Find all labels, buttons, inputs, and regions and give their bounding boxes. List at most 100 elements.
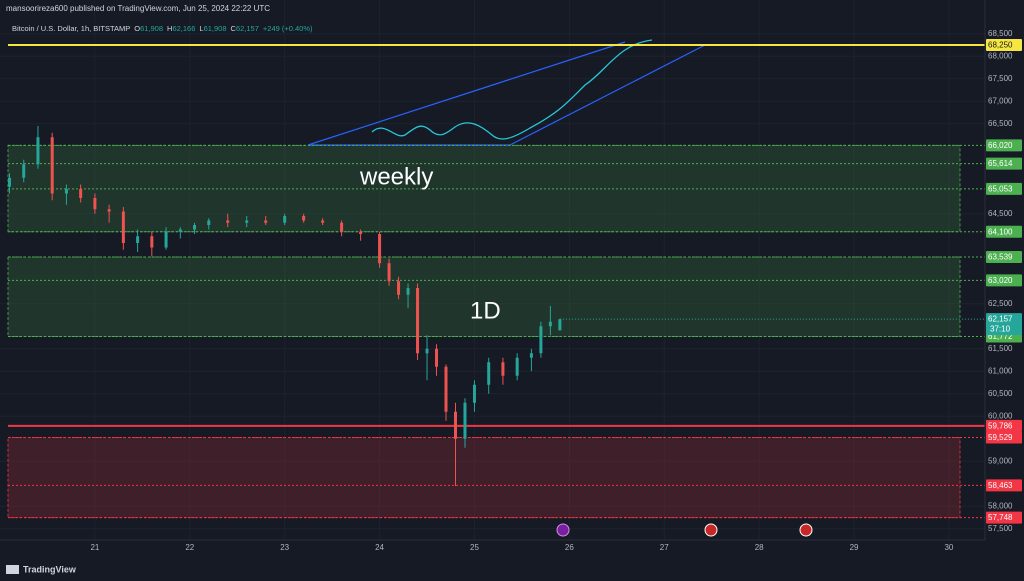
- candle-body: [107, 209, 111, 212]
- candle-body: [36, 137, 40, 165]
- level-label: 65,053: [988, 184, 1013, 193]
- candle-body: [178, 229, 182, 232]
- x-tick-label: 30: [944, 543, 953, 552]
- last-price-badge: [986, 313, 1022, 336]
- x-tick-label: 25: [470, 543, 479, 552]
- channel-line: [307, 41, 626, 146]
- y-tick-label: 64,500: [988, 209, 1013, 218]
- y-axis: 57,500 58,000 59,000 60,000 60,500 61,000 61,5…: [986, 29, 1022, 533]
- footer: [0, 560, 1024, 581]
- candle-body: [64, 189, 68, 194]
- level-label: 58,463: [988, 481, 1013, 490]
- x-tick-label: 22: [185, 543, 194, 552]
- x-tick-label: 24: [375, 543, 384, 552]
- level-badge: [986, 511, 1022, 524]
- candle-body: [378, 234, 382, 264]
- candle-body: [150, 236, 154, 248]
- countdown: 37:10: [990, 324, 1011, 333]
- level-badge: [986, 250, 1022, 263]
- ohlc-value: 61,908: [140, 24, 163, 33]
- candles: [7, 126, 562, 486]
- candle-body: [515, 357, 519, 376]
- candle-body: [501, 362, 505, 376]
- candle-body: [164, 231, 168, 248]
- event-icon[interactable]: [556, 523, 570, 537]
- candle-body: [93, 198, 97, 210]
- level-label: 59,529: [988, 433, 1013, 442]
- ohlc-key: C: [231, 24, 237, 33]
- candle-body: [416, 288, 420, 354]
- y-tick-label: 60,000: [988, 411, 1013, 420]
- level-label: 61,772: [988, 332, 1013, 341]
- x-tick-label: 28: [755, 543, 764, 552]
- candle-body: [359, 231, 363, 234]
- ohlc-value: 62,157: [236, 24, 259, 33]
- candle-body: [79, 189, 83, 198]
- ohlc-key: O: [134, 24, 140, 33]
- x-tick-label: 29: [850, 543, 859, 552]
- x-tick-label: 21: [90, 543, 99, 552]
- zone-label: weekly: [359, 163, 433, 190]
- candle-body: [487, 362, 491, 385]
- level-badge: [986, 431, 1022, 444]
- y-tick-label: 58,000: [988, 501, 1013, 510]
- y-tick-label: 61,000: [988, 366, 1013, 375]
- y-tick-label: 61,500: [988, 344, 1013, 353]
- candle-body: [264, 220, 268, 223]
- level-badge: [986, 419, 1022, 432]
- candle-body: [302, 216, 306, 221]
- candle-body: [539, 326, 543, 354]
- brand: TradingView: [23, 564, 77, 574]
- grid: [0, 0, 985, 540]
- legend: Bitcoin / U.S. Dollar, 1h, BITSTAMP O 61,…: [12, 24, 313, 33]
- candle-body: [558, 319, 562, 331]
- candle-body: [50, 137, 54, 194]
- level-badge: [986, 39, 1022, 51]
- candle-body: [397, 281, 401, 295]
- candle-body: [136, 236, 140, 243]
- candle-body: [444, 366, 448, 412]
- symbol: Bitcoin / U.S. Dollar, 1h, BITSTAMP: [12, 24, 130, 33]
- y-tick-label: 68,000: [988, 51, 1013, 60]
- price-axis: [985, 0, 1024, 540]
- candle-body: [22, 164, 26, 178]
- x-tick-label: 23: [280, 543, 289, 552]
- author-line: mansoorireza600 published on TradingView…: [6, 4, 270, 13]
- level-label: 63,539: [988, 253, 1013, 262]
- y-tick-label: 57,500: [988, 524, 1013, 533]
- level-badge: [986, 479, 1022, 492]
- ohlc-value: 61,908: [204, 24, 227, 33]
- level-badge: [986, 157, 1022, 170]
- zone-label: 1D: [470, 297, 501, 324]
- event-icon[interactable]: [704, 523, 718, 537]
- y-tick-label: 66,500: [988, 119, 1013, 128]
- ohlc-value: 62,166: [172, 24, 195, 33]
- y-tick-label: 62,500: [988, 299, 1013, 308]
- candle-body: [226, 220, 230, 223]
- event-icon[interactable]: [799, 523, 813, 537]
- candle-body: [425, 348, 429, 354]
- y-tick-label: 59,000: [988, 456, 1013, 465]
- channel-line: [509, 44, 706, 146]
- y-tick-label: 60,500: [988, 389, 1013, 398]
- last-price-label: 62,157: [988, 314, 1013, 323]
- zone: [7, 436, 961, 519]
- candle-body: [193, 225, 197, 230]
- level-badge: [986, 274, 1022, 287]
- projection-curve: [371, 39, 653, 140]
- ohlc-key: L: [199, 24, 203, 33]
- candle-body: [435, 348, 439, 367]
- level-label: 57,748: [988, 513, 1013, 522]
- candle-body: [463, 402, 467, 439]
- candle-body: [406, 288, 410, 295]
- brand-logo: [6, 565, 19, 574]
- x-tick-label: 27: [660, 543, 669, 552]
- candle-body: [340, 222, 344, 232]
- candle-body: [548, 321, 552, 327]
- level-label: 59,786: [988, 421, 1013, 430]
- candle-body: [529, 353, 533, 358]
- levels: [8, 44, 985, 519]
- level-label: 68,250: [988, 41, 1013, 50]
- y-tick-label: 67,500: [988, 74, 1013, 83]
